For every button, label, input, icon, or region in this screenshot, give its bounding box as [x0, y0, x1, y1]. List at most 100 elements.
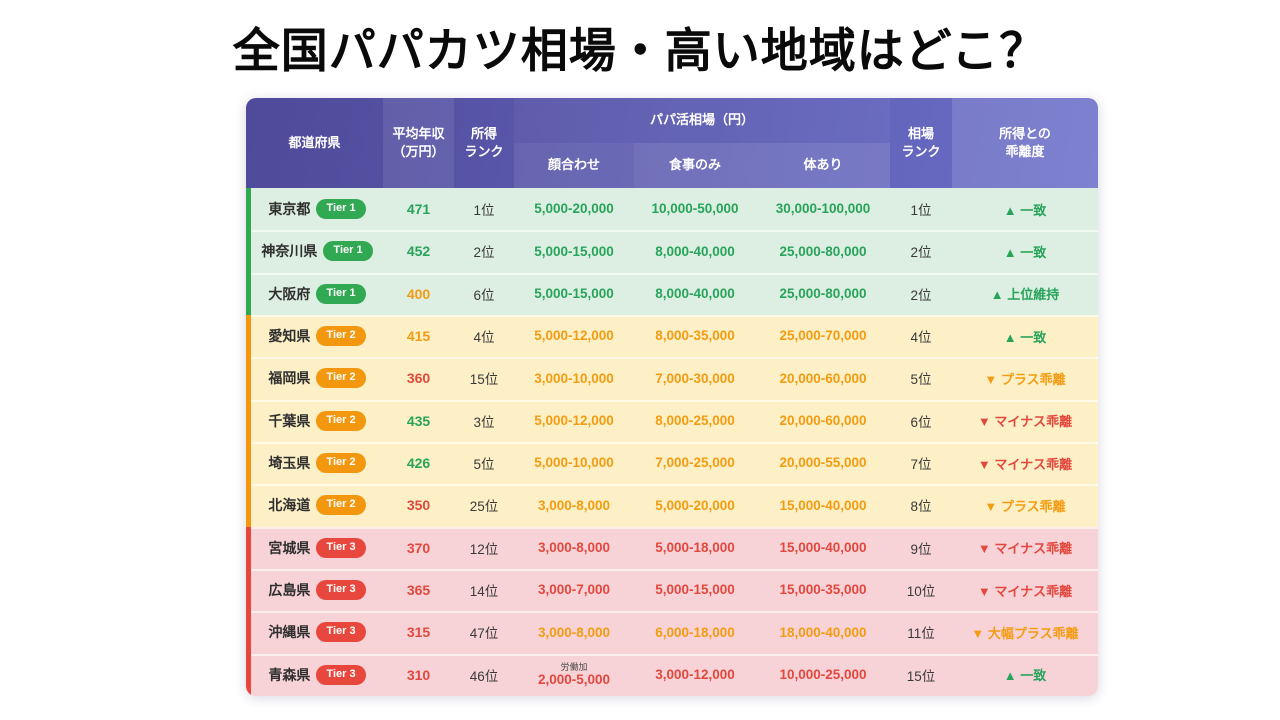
market-rank: 8位: [910, 499, 932, 515]
prefecture-name: 宮城県: [268, 539, 311, 556]
prefecture-cell: 千葉県 Tier 2: [251, 400, 383, 442]
income-value: 315: [406, 624, 431, 641]
body-price: 15,000-40,000: [779, 540, 867, 556]
body-price: 10,000-25,000: [779, 667, 867, 683]
meeting-price: 労働加 2,000-5,000: [514, 654, 634, 696]
body-price: 30,000-100,000: [775, 201, 871, 217]
tier-badge: Tier 1: [316, 283, 366, 304]
prefecture-cell: 東京都 Tier 1: [251, 188, 383, 230]
table-row: 青森県 Tier 3 310 46位 労働加 2,000-5,000 3,000-12,00…: [246, 653, 1098, 696]
income-value: 365: [406, 582, 431, 599]
prefecture-cell: 北海道 Tier 2: [251, 484, 383, 526]
meeting-price: 5,000-12,000: [514, 400, 634, 442]
income-rank: 4位: [473, 330, 495, 346]
meal-price: 6,000-18,000: [655, 624, 735, 640]
meeting-price-value: 5,000-12,000: [534, 413, 614, 429]
deviation-label: ▼ マイナス乖離: [977, 456, 1073, 472]
income-rank: 25位: [469, 499, 499, 515]
income-value: 452: [406, 243, 431, 260]
body-price: 15,000-35,000: [779, 582, 867, 598]
income-value: 360: [406, 370, 431, 387]
market-rank: 6位: [910, 414, 932, 430]
tier-badge: Tier 3: [316, 664, 366, 685]
body-price: 20,000-60,000: [779, 370, 867, 386]
prefecture-name: 広島県: [268, 582, 311, 599]
deviation-label: ▼ プラス乖離: [984, 498, 1066, 514]
meeting-price-value: 5,000-15,000: [534, 286, 614, 302]
market-rank: 15位: [906, 668, 936, 684]
prefecture-name: 沖縄県: [268, 624, 311, 641]
meeting-price: 5,000-20,000: [514, 188, 634, 230]
tier-badge: Tier 3: [316, 580, 366, 601]
income-value: 370: [406, 539, 431, 556]
market-rank: 11位: [907, 626, 935, 642]
table-row: 神奈川県 Tier 1 452 2位 5,000-15,000 8,000-40,000 2…: [246, 230, 1098, 273]
table-row: 北海道 Tier 2 350 25位 3,000-8,000 5,000-20,000 15…: [246, 484, 1098, 527]
table-row: 沖縄県 Tier 3 315 47位 3,000-8,000 6,000-18,000 18…: [246, 611, 1098, 654]
prefecture-cell: 愛知県 Tier 2: [251, 315, 383, 357]
header-market-rank: 相場 ランク: [901, 125, 941, 159]
deviation-label: ▼ 大幅プラス乖離: [971, 625, 1079, 641]
tier-badge: Tier 1: [316, 199, 366, 220]
header-meal: 食事のみ: [634, 143, 756, 188]
meal-price: 8,000-25,000: [655, 413, 735, 429]
table-row: 愛知県 Tier 2 415 4位 5,000-12,000 8,000-35,000 25…: [246, 314, 1098, 358]
table-body: 東京都 Tier 1 471 1位 5,000-20,000 10,000-50,000 3…: [246, 188, 1098, 696]
income-value: 471: [406, 201, 431, 218]
meeting-price-value: 5,000-20,000: [534, 201, 614, 217]
header-body: 体あり: [756, 143, 890, 188]
prefecture-name: 千葉県: [268, 412, 311, 429]
income-value: 400: [406, 285, 431, 302]
tier-badge: Tier 2: [316, 495, 366, 516]
income-rank: 5位: [473, 457, 495, 473]
prefecture-name: 福岡県: [268, 370, 311, 387]
prefecture-cell: 広島県 Tier 3: [251, 569, 383, 611]
meeting-price-value: 5,000-12,000: [534, 328, 614, 344]
meal-price: 5,000-18,000: [655, 540, 735, 556]
income-value: 350: [406, 497, 431, 514]
meal-price: 3,000-12,000: [655, 667, 735, 683]
tier-badge: Tier 2: [316, 326, 366, 347]
table-row: 千葉県 Tier 2 435 3位 5,000-12,000 8,000-25,000 20…: [246, 399, 1098, 442]
prefecture-name: 埼玉県: [268, 455, 311, 472]
header-income-rank: 所得 ランク: [464, 125, 504, 159]
meeting-price: 3,000-7,000: [514, 569, 634, 611]
tier-badge: Tier 2: [316, 410, 366, 431]
prefecture-name: 北海道: [268, 497, 311, 514]
deviation-label: ▲ 一致: [1003, 329, 1047, 345]
prefecture-name: 大阪府: [268, 285, 311, 302]
deviation-label: ▲ 一致: [1003, 244, 1047, 260]
meal-price: 10,000-50,000: [651, 201, 739, 217]
table-row: 宮城県 Tier 3 370 12位 3,000-8,000 5,000-18,000 15…: [246, 526, 1098, 569]
header-deviation: 所得との 乖離度: [952, 98, 1098, 188]
body-price: 18,000-40,000: [779, 624, 867, 640]
prefecture-cell: 大阪府 Tier 1: [251, 273, 383, 315]
page-title: 全国パパカツ相場・高い地域はどこ？: [232, 24, 1048, 77]
tier-badge: Tier 2: [316, 368, 366, 389]
prefecture-name: 神奈川県: [261, 243, 318, 260]
income-rank: 6位: [473, 287, 495, 303]
price-note: 労働加: [560, 661, 588, 672]
deviation-label: ▲ 一致: [1003, 202, 1047, 218]
meeting-price: 3,000-10,000: [514, 357, 634, 399]
income-rank: 15位: [469, 372, 499, 388]
meal-price: 7,000-30,000: [655, 370, 735, 386]
tier-badge: Tier 3: [316, 622, 366, 643]
header-market-group: パパ活相場（円）: [514, 98, 890, 143]
meeting-price-value: 3,000-8,000: [537, 497, 611, 513]
rate-table: 都道府県 平均年収 （万円） 所得 ランク パパ活相場（円） 顔合わせ 食事のみ…: [246, 98, 1098, 696]
meeting-price-value: 3,000-7,000: [537, 582, 611, 598]
deviation-label: ▼ マイナス乖離: [977, 541, 1073, 557]
meal-price: 8,000-40,000: [655, 286, 735, 302]
meeting-price-value: 3,000-8,000: [537, 624, 611, 640]
prefecture-name: 愛知県: [268, 328, 311, 345]
deviation-label: ▼ プラス乖離: [984, 371, 1066, 387]
body-price: 20,000-60,000: [779, 413, 867, 429]
income-rank: 1位: [473, 203, 495, 219]
table-row: 広島県 Tier 3 365 14位 3,000-7,000 5,000-15,000 15…: [246, 568, 1098, 612]
income-value: 435: [406, 412, 431, 429]
prefecture-name: 青森県: [268, 666, 311, 683]
meeting-price: 5,000-15,000: [514, 230, 634, 272]
meeting-price-value: 3,000-8,000: [537, 540, 611, 556]
income-rank: 47位: [469, 626, 499, 642]
